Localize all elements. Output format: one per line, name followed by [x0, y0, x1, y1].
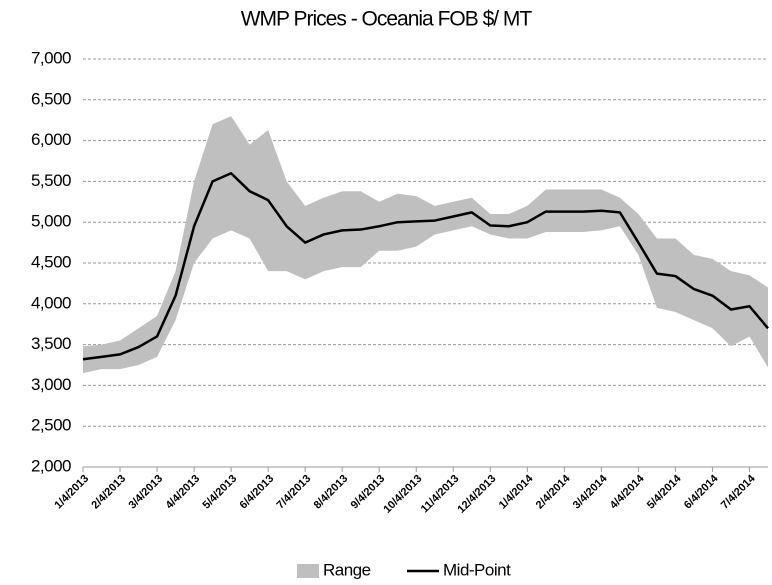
y-tick-label: 3,000 [31, 375, 71, 394]
x-tick-label: 10/4/2013 [381, 473, 424, 516]
y-tick-label: 5,000 [31, 212, 71, 231]
chart-title: WMP Prices - Oceania FOB $/ MT [241, 8, 533, 31]
x-tick-label: 7/4/2013 [275, 473, 314, 512]
legend-label: Mid-Point [443, 560, 511, 579]
x-tick-label: 6/4/2014 [682, 472, 721, 511]
y-tick-label: 6,000 [31, 130, 71, 149]
x-tick-label: 8/4/2013 [312, 473, 351, 512]
x-tick-label: 11/4/2013 [419, 473, 462, 516]
y-tick-label: 6,500 [31, 89, 71, 108]
y-tick-label: 7,000 [31, 48, 71, 67]
x-tick-label: 9/4/2013 [349, 473, 388, 512]
y-tick-label: 5,500 [31, 171, 71, 190]
y-tick-label: 3,500 [31, 334, 71, 353]
y-tick-label: 2,500 [31, 416, 71, 435]
x-tick-label: 4/4/2014 [608, 472, 647, 511]
x-tick-label: 3/4/2014 [571, 472, 610, 511]
x-tick-label: 2/4/2014 [534, 472, 573, 511]
y-tick-label: 4,500 [31, 252, 71, 271]
x-tick-label: 2/4/2013 [89, 473, 128, 512]
y-tick-label: 2,000 [31, 456, 71, 475]
legend-swatch [297, 564, 319, 578]
legend-label: Range [323, 560, 371, 579]
y-tick-label: 4,000 [31, 293, 71, 312]
range-band [83, 116, 768, 374]
x-tick-label: 1/4/2014 [497, 472, 536, 511]
x-tick-label: 6/4/2013 [238, 473, 277, 512]
x-tick-label: 12/4/2013 [455, 473, 498, 516]
x-tick-label: 4/4/2013 [163, 473, 202, 512]
x-tick-label: 3/4/2013 [126, 473, 165, 512]
x-tick-label: 5/4/2013 [201, 473, 240, 512]
x-tick-label: 7/4/2014 [719, 472, 758, 511]
mid-point-line [82, 171, 769, 361]
x-tick-label: 5/4/2014 [645, 472, 684, 511]
x-tick-label: 1/4/2013 [52, 473, 91, 512]
